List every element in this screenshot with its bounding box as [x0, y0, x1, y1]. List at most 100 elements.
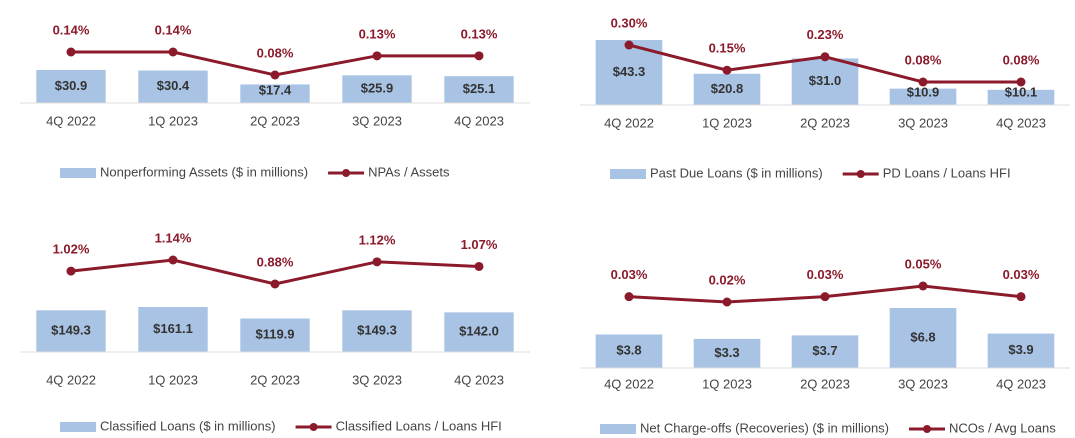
line-point [372, 51, 382, 61]
bar-label: $149.3 [357, 323, 397, 338]
x-tick-label: 4Q 2022 [604, 376, 654, 391]
bar-label: $17.4 [259, 82, 292, 97]
x-tick-label: 2Q 2023 [250, 372, 300, 387]
bar [444, 312, 514, 352]
line-label: 1.12% [359, 232, 396, 247]
line-point [1016, 292, 1026, 302]
legend-label: NCOs / Avg Loans [949, 420, 1056, 435]
legend-swatch [342, 169, 351, 177]
bar-label: $25.1 [463, 81, 496, 96]
x-tick-label: 1Q 2023 [148, 113, 198, 128]
line-point [270, 70, 280, 80]
bar-label: $3.7 [812, 343, 837, 358]
legend-label: Classified Loans / Loans HFI [336, 418, 502, 433]
line-label: 0.14% [53, 22, 90, 37]
bar-label: $3.8 [616, 343, 641, 358]
line-point [722, 297, 732, 307]
x-tick-label: 4Q 2023 [996, 115, 1046, 130]
bar [791, 335, 859, 368]
line-point [624, 292, 634, 302]
line-point [820, 292, 830, 302]
line-point [66, 266, 76, 276]
legend-label: PD Loans / Loans HFI [883, 165, 1011, 180]
bar-label: $10.1 [1005, 84, 1038, 99]
bar [342, 75, 412, 103]
legend-swatch [60, 422, 96, 432]
legend-label: Classified Loans ($ in millions) [100, 418, 276, 433]
bar-label: $3.9 [1008, 342, 1033, 357]
legend-label: Past Due Loans ($ in millions) [650, 165, 823, 180]
x-tick-label: 1Q 2023 [702, 115, 752, 130]
line-point [168, 47, 178, 57]
x-tick-label: 4Q 2023 [454, 113, 504, 128]
line-point [918, 281, 928, 291]
bar-label: $10.9 [907, 84, 940, 99]
x-tick-label: 2Q 2023 [800, 115, 850, 130]
bar-label: $30.4 [157, 78, 190, 93]
x-tick-label: 3Q 2023 [352, 372, 402, 387]
line-label: 0.13% [461, 26, 498, 41]
x-tick-label: 4Q 2022 [46, 372, 96, 387]
line-label: 0.15% [709, 41, 746, 56]
line-label: 1.14% [155, 230, 192, 245]
line-point [474, 261, 484, 271]
line-label: 0.23% [807, 27, 844, 42]
bar [889, 88, 957, 105]
x-tick-label: 1Q 2023 [148, 372, 198, 387]
bar-label: $142.0 [459, 324, 499, 339]
bar-label: $31.0 [809, 73, 842, 88]
line-label: 0.08% [257, 45, 294, 60]
line-label: 0.30% [611, 15, 648, 30]
x-tick-label: 4Q 2023 [996, 376, 1046, 391]
bar [444, 76, 514, 103]
legend-swatch [309, 423, 318, 431]
bar [595, 334, 663, 368]
bar-label: $25.9 [361, 81, 394, 96]
line-label: 0.03% [1003, 267, 1040, 282]
bar [342, 310, 412, 352]
line-point [270, 279, 280, 289]
bar [987, 89, 1055, 105]
bar-label: $3.3 [714, 345, 739, 360]
bar-label: $30.9 [55, 78, 88, 93]
line-point [66, 47, 76, 57]
bar [36, 70, 106, 103]
line-point [918, 77, 928, 87]
bar [138, 307, 208, 352]
bar [693, 338, 761, 368]
x-tick-label: 3Q 2023 [898, 115, 948, 130]
x-tick-label: 4Q 2022 [46, 113, 96, 128]
line-label: 0.08% [905, 52, 942, 67]
bar [36, 310, 106, 352]
bar [987, 333, 1055, 368]
legend-swatch [856, 170, 865, 178]
bar [889, 308, 957, 368]
bar [693, 73, 761, 105]
bar-label: $161.1 [153, 321, 193, 336]
legend-label: NPAs / Assets [368, 164, 450, 179]
line-label: 1.02% [53, 242, 90, 257]
x-tick-label: 4Q 2023 [454, 372, 504, 387]
bar [240, 318, 310, 352]
x-tick-label: 2Q 2023 [250, 113, 300, 128]
bar-label: $43.3 [613, 64, 646, 79]
line-point [474, 51, 484, 61]
bar-label: $119.9 [255, 327, 294, 342]
line-label: 0.13% [359, 26, 396, 41]
line-point [820, 52, 830, 62]
legend-label: Net Charge-offs (Recoveries) ($ in milli… [640, 420, 889, 435]
line-label: 0.14% [155, 22, 192, 37]
line-point [624, 40, 634, 50]
line-point [1016, 77, 1026, 87]
x-tick-label: 3Q 2023 [898, 376, 948, 391]
bar-label: $149.3 [51, 323, 91, 338]
x-tick-label: 2Q 2023 [800, 376, 850, 391]
line-label: 0.05% [905, 256, 942, 271]
line-label: 1.07% [461, 237, 498, 252]
bar-label: $6.8 [910, 329, 935, 344]
x-tick-label: 1Q 2023 [702, 376, 752, 391]
line-label: 0.03% [807, 267, 844, 282]
legend-swatch [600, 424, 636, 434]
line-label: 0.03% [611, 267, 648, 282]
